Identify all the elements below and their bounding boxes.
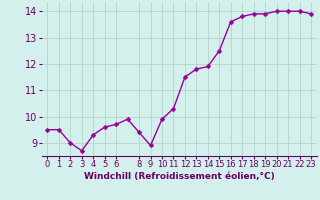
X-axis label: Windchill (Refroidissement éolien,°C): Windchill (Refroidissement éolien,°C) — [84, 172, 275, 181]
